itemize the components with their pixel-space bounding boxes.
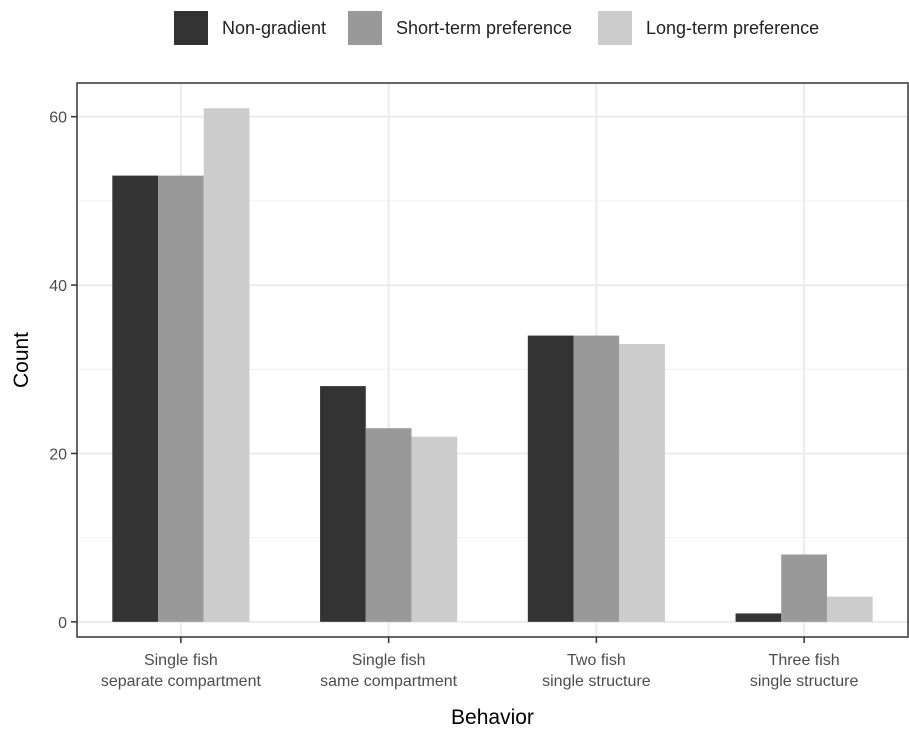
legend-label-non-gradient: Non-gradient [222,17,327,38]
bar [826,596,873,622]
x-tick-label: Three fish single structure [750,652,859,690]
bar [112,175,159,622]
legend-key-non-gradient [174,11,208,45]
legend-item-short-term: Short-term preference [348,10,572,46]
bar [411,436,458,622]
y-tick-label: 0 [58,615,67,632]
bar [573,335,620,622]
bar [365,428,412,622]
legend-label-short-term: Short-term preference [396,17,573,38]
bar [203,108,250,622]
x-tick-label: Two fish single structure [542,652,651,690]
y-axis-title: Count [10,332,33,388]
bar [158,175,204,622]
legend-key-long-term [598,11,632,45]
bar [320,386,366,622]
legend-key-short-term [348,11,382,45]
y-tick-label: 20 [49,446,67,463]
plot-border [76,82,909,638]
x-tick-label: Single fish same compartment [320,652,457,690]
bar [735,613,782,622]
x-tick-label: Single fish separate compartment [101,652,262,690]
bar [619,344,665,622]
bar [527,335,574,622]
bar [781,554,827,622]
legend-item-non-gradient: Non-gradient [174,10,326,46]
y-tick-label: 60 [49,110,67,127]
legend-label-long-term: Long-term preference [646,17,820,38]
legend-item-long-term: Long-term preference [598,10,819,46]
y-tick-label: 40 [49,278,67,295]
legend: Non-gradient Short-term preference Long-… [0,10,909,46]
x-axis-title: Behavior [451,706,534,729]
